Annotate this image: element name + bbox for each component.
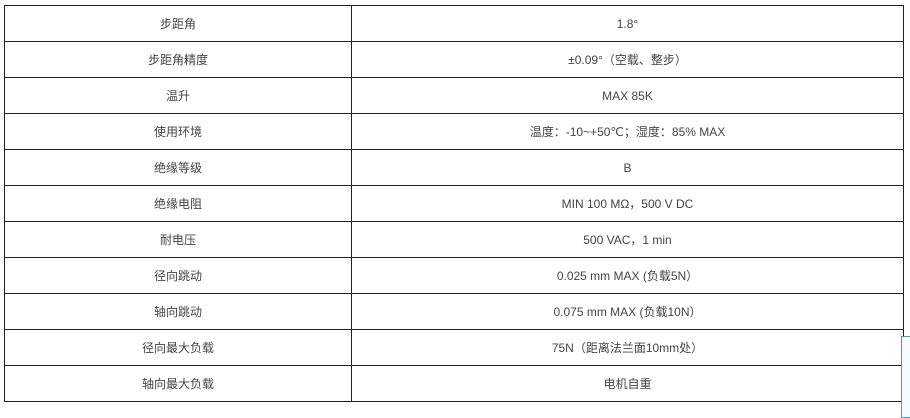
spec-value: 500 VAC，1 min [351,221,904,258]
spec-label: 步距角 [4,5,352,42]
spec-value: MIN 100 MΩ，500 V DC [351,185,904,222]
spec-label: 步距角精度 [4,41,352,78]
table-row: 步距角 1.8° [4,5,904,42]
table-row: 步距角精度 ±0.09°（空载、整步） [4,41,904,78]
side-panel-edge[interactable] [901,336,910,418]
spec-table: 步距角 1.8° 步距角精度 ±0.09°（空载、整步） 温升 MAX 85K 使用环境 温度… [4,5,904,402]
spec-value: 0.075 mm MAX (负载10N） [351,293,904,330]
table-row: 轴向跳动 0.075 mm MAX (负载10N） [4,293,904,330]
spec-value: 温度：-10~+50℃；湿度：85% MAX [351,113,904,150]
spec-label: 轴向最大负载 [4,365,352,402]
table-row: 径向最大负载 75N（距离法兰面10mm处） [4,329,904,366]
spec-value: 1.8° [351,5,904,42]
spec-label: 温升 [4,77,352,114]
table-row: 径向跳动 0.025 mm MAX (负载5N） [4,257,904,294]
spec-value: ±0.09°（空载、整步） [351,41,904,78]
spec-label: 耐电压 [4,221,352,258]
table-row: 使用环境 温度：-10~+50℃；湿度：85% MAX [4,113,904,150]
table-row: 温升 MAX 85K [4,77,904,114]
spec-value: MAX 85K [351,77,904,114]
spec-value: B [351,149,904,186]
spec-label: 径向最大负载 [4,329,352,366]
table-row: 绝缘等级 B [4,149,904,186]
spec-label: 绝缘电阻 [4,185,352,222]
spec-value: 75N（距离法兰面10mm处） [351,329,904,366]
spec-label: 轴向跳动 [4,293,352,330]
table-row: 轴向最大负载 电机自重 [4,365,904,402]
spec-value: 电机自重 [351,365,904,402]
spec-label: 径向跳动 [4,257,352,294]
table-row: 绝缘电阻 MIN 100 MΩ，500 V DC [4,185,904,222]
spec-label: 绝缘等级 [4,149,352,186]
spec-value: 0.025 mm MAX (负载5N） [351,257,904,294]
table-row: 耐电压 500 VAC，1 min [4,221,904,258]
spec-label: 使用环境 [4,113,352,150]
